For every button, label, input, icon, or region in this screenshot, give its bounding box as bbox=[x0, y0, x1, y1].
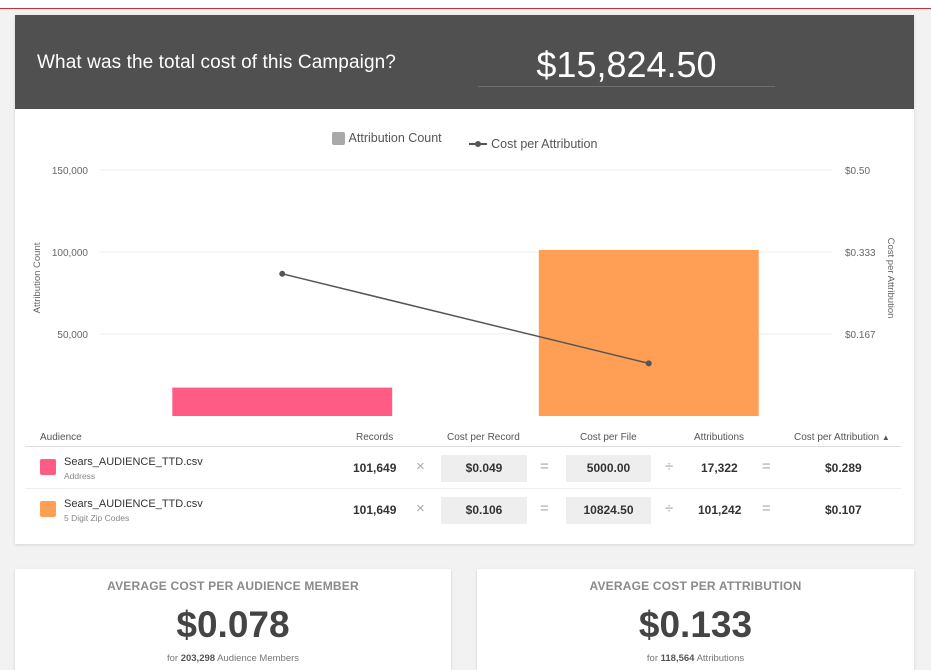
cost-header: What was the total cost of this Campaign… bbox=[15, 15, 914, 109]
legend-swatch-icon bbox=[331, 131, 345, 145]
top-accent-line bbox=[0, 0, 931, 9]
avg-cost-per-audience-card: AVERAGE COST PER AUDIENCE MEMBER $0.078 … bbox=[15, 569, 451, 670]
times-icon: × bbox=[416, 458, 425, 475]
legend-line-icon bbox=[469, 140, 488, 147]
cost-per-record-value[interactable]: $0.106 bbox=[441, 497, 527, 524]
th-cost-per-file[interactable]: Cost per File bbox=[580, 432, 637, 443]
line-point bbox=[279, 270, 286, 277]
audience-type: Address bbox=[64, 471, 96, 481]
left-axis-title: Attribution Count bbox=[32, 242, 43, 313]
legend-label: Attribution Count bbox=[348, 131, 442, 145]
cost-per-record-value[interactable]: $0.049 bbox=[441, 455, 527, 482]
cost-per-file-value[interactable]: 5000.00 bbox=[566, 455, 651, 482]
equals-icon: = bbox=[540, 500, 549, 517]
chart-bar bbox=[538, 249, 759, 416]
divide-icon: ÷ bbox=[665, 500, 674, 517]
left-tick-label: 150,000 bbox=[52, 166, 89, 177]
left-tick-label: 50,000 bbox=[57, 330, 88, 341]
left-tick-label: 100,000 bbox=[52, 248, 89, 259]
cost-per-attribution-line bbox=[282, 273, 649, 365]
attributions-value: 17,322 bbox=[701, 461, 738, 475]
chart-bar bbox=[172, 387, 393, 416]
line-point bbox=[645, 360, 652, 367]
legend-label: Cost per Attribution bbox=[491, 136, 598, 151]
campaign-cost-card: What was the total cost of this Campaign… bbox=[15, 15, 914, 544]
avg-cost-per-attribution-card: AVERAGE COST PER ATTRIBUTION $0.133 for … bbox=[477, 569, 914, 670]
audience-type: 5 Digit Zip Codes bbox=[64, 513, 130, 523]
th-cost-per-attribution[interactable]: Cost per Attribution ▲ bbox=[794, 432, 890, 443]
th-audience[interactable]: Audience bbox=[40, 432, 82, 443]
stat-label: AVERAGE COST PER AUDIENCE MEMBER bbox=[107, 579, 359, 593]
stat-value: $0.133 bbox=[638, 604, 753, 645]
th-cost-per-record[interactable]: Cost per Record bbox=[447, 432, 520, 443]
equals-icon: = bbox=[762, 500, 771, 517]
sort-asc-icon: ▲ bbox=[881, 433, 890, 442]
audience-color-swatch bbox=[40, 459, 56, 475]
cost-per-file-value[interactable]: 10824.50 bbox=[566, 497, 651, 524]
stat-label: AVERAGE COST PER ATTRIBUTION bbox=[589, 579, 802, 593]
attributions-value: 101,242 bbox=[698, 503, 742, 517]
row-divider bbox=[25, 488, 901, 489]
times-icon: × bbox=[416, 500, 425, 517]
audience-color-swatch bbox=[40, 501, 56, 517]
audience-name: Sears_AUDIENCE_TTD.csv bbox=[64, 498, 203, 510]
divide-icon: ÷ bbox=[665, 458, 674, 475]
th-attributions[interactable]: Attributions bbox=[694, 432, 745, 443]
audience-name: Sears_AUDIENCE_TTD.csv bbox=[64, 456, 203, 468]
header-divider bbox=[25, 446, 901, 447]
cost-question: What was the total cost of this Campaign… bbox=[37, 52, 396, 73]
table-row[interactable]: Sears_AUDIENCE_TTD.csv 5 Digit Zip Codes… bbox=[15, 489, 914, 531]
attribution-chart: 150,000 $0.50 100,000 $0.333 50,000 $0.167 Att… bbox=[32, 166, 896, 416]
total-cost-field: $15,824.50 bbox=[478, 42, 775, 87]
th-records[interactable]: Records bbox=[356, 432, 394, 443]
right-tick-label: $0.50 bbox=[845, 166, 870, 177]
stat-subtext: for 118,564 Attributions bbox=[646, 653, 745, 664]
records-value: 101,649 bbox=[353, 461, 397, 475]
right-tick-label: $0.333 bbox=[845, 248, 876, 259]
table-row[interactable]: Sears_AUDIENCE_TTD.csv Address 101,649 ×… bbox=[15, 447, 914, 489]
stat-subtext: for 203,298 Audience Members bbox=[166, 653, 300, 664]
cost-per-attribution-value: $0.289 bbox=[825, 461, 862, 475]
cost-per-attribution-value: $0.107 bbox=[825, 503, 862, 517]
right-tick-label: $0.167 bbox=[845, 330, 876, 341]
stat-value: $0.078 bbox=[176, 604, 290, 645]
chart-legend: Attribution Count Cost per Attribution bbox=[15, 131, 914, 151]
right-axis-title: Cost per Attribution bbox=[885, 238, 896, 319]
equals-icon: = bbox=[540, 458, 549, 475]
equals-icon: = bbox=[762, 458, 771, 475]
total-cost-value: $15,824.50 bbox=[536, 44, 717, 85]
table-header: Audience Records Cost per Record Cost pe… bbox=[15, 425, 914, 447]
legend-item-attribution-count[interactable]: Attribution Count bbox=[331, 131, 442, 145]
records-value: 101,649 bbox=[353, 503, 397, 517]
legend-item-cost-per-attribution[interactable]: Cost per Attribution bbox=[469, 137, 597, 151]
